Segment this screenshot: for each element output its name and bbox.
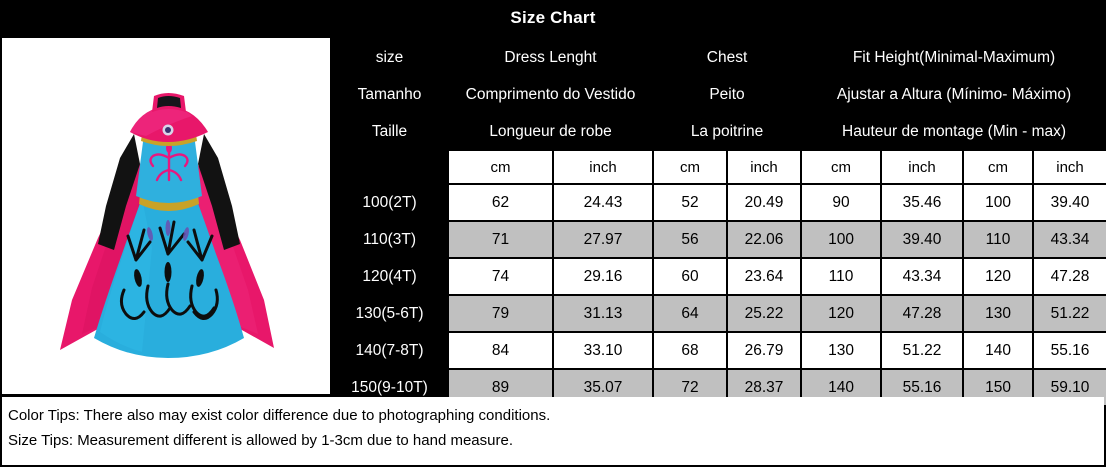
- header-size-fr: Taille: [330, 112, 449, 151]
- header-chest-fr: La poitrine: [652, 112, 803, 151]
- size-table: size Dress Lenght Chest Fit Height(Minim…: [330, 38, 1106, 407]
- cell-fit-max-inch: 43.34: [1032, 220, 1106, 259]
- header-chest-pt: Peito: [652, 75, 803, 114]
- unit-fit-min-inch: inch: [880, 149, 965, 185]
- table-row: 130(5-6T) 79 31.13 64 25.22 120 47.28 13…: [330, 294, 1106, 333]
- sleeve-right: [198, 134, 240, 250]
- cell-fit-min-cm: 130: [800, 331, 883, 370]
- header-chest-en: Chest: [652, 38, 803, 77]
- cell-chest-cm: 60: [652, 257, 729, 296]
- cape-collar-light: [130, 106, 192, 136]
- bodice-embroidery: [149, 148, 189, 182]
- cell-fit-max-cm: 100: [962, 183, 1035, 222]
- header-row-pt: Tamanho Comprimento do Vestido Peito Aju…: [330, 75, 1106, 114]
- cell-dress-length-inch: 33.10: [551, 331, 655, 370]
- cell-fit-max-cm: 120: [962, 257, 1035, 296]
- cell-chest-cm: 52: [652, 183, 729, 222]
- dress-illustration: [2, 38, 330, 394]
- table-row: 110(3T) 71 27.97 56 22.06 100 39.40 110 …: [330, 220, 1106, 259]
- cell-fit-min-inch: 39.40: [880, 220, 965, 259]
- unit-fit-max-cm: cm: [962, 149, 1035, 185]
- cell-fit-min-cm: 110: [800, 257, 883, 296]
- header-row-en: size Dress Lenght Chest Fit Height(Minim…: [330, 38, 1106, 77]
- unit-fit-max-inch: inch: [1032, 149, 1106, 185]
- cell-fit-min-cm: 100: [800, 220, 883, 259]
- header-size-pt: Tamanho: [330, 75, 449, 114]
- skirt-embroidery: [119, 220, 219, 320]
- cell-chest-inch: 25.22: [726, 294, 803, 333]
- cell-chest-cm: 64: [652, 294, 729, 333]
- cell-chest-inch: 26.79: [726, 331, 803, 370]
- cell-chest-inch: 22.06: [726, 220, 803, 259]
- cell-fit-max-cm: 110: [962, 220, 1035, 259]
- header-fit-height-fr: Hauteur de montage (Min - max): [800, 112, 1106, 151]
- header-dress-length-fr: Longueur de robe: [446, 112, 655, 151]
- cell-dress-length-inch: 27.97: [551, 220, 655, 259]
- cell-chest-cm: 56: [652, 220, 729, 259]
- color-tip-text: Color Tips: There also may exist color d…: [8, 407, 551, 424]
- cell-fit-min-inch: 43.34: [880, 257, 965, 296]
- cell-chest-cm: 68: [652, 331, 729, 370]
- cell-fit-min-inch: 35.46: [880, 183, 965, 222]
- cell-fit-max-cm: 140: [962, 331, 1035, 370]
- sleeve-left: [98, 134, 140, 250]
- unit-dress-length-inch: inch: [551, 149, 655, 185]
- unit-fit-min-cm: cm: [800, 149, 883, 185]
- skirt-leaves: [134, 262, 204, 287]
- unit-blank-cell: [330, 149, 449, 185]
- cell-dress-length-inch: 24.43: [551, 183, 655, 222]
- cell-fit-max-inch: 47.28: [1032, 257, 1106, 296]
- header-size-en: size: [330, 38, 449, 77]
- skirt-purple-accents: [147, 220, 189, 241]
- cell-fit-min-inch: 51.22: [880, 331, 965, 370]
- cell-dress-length-cm: 74: [447, 257, 554, 296]
- cell-fit-max-cm: 130: [962, 294, 1035, 333]
- skirt-highlight: [100, 198, 152, 352]
- cell-fit-max-inch: 55.16: [1032, 331, 1106, 370]
- size-tip-text: Size Tips: Measurement different is allo…: [8, 432, 513, 449]
- brooch-stone: [165, 127, 171, 133]
- cell-dress-length-cm: 71: [447, 220, 554, 259]
- cell-dress-length-inch: 31.13: [551, 294, 655, 333]
- title-bar: Size Chart: [0, 0, 1106, 36]
- unit-dress-length-cm: cm: [447, 149, 554, 185]
- header-dress-length-pt: Comprimento do Vestido: [446, 75, 655, 114]
- row-size-label: 100(2T): [330, 183, 449, 222]
- cell-dress-length-cm: 79: [447, 294, 554, 333]
- size-table-container: size Dress Lenght Chest Fit Height(Minim…: [330, 38, 1106, 407]
- cell-dress-length-cm: 62: [447, 183, 554, 222]
- cell-fit-max-inch: 51.22: [1032, 294, 1106, 333]
- row-size-label: 120(4T): [330, 257, 449, 296]
- unit-row: cm inch cm inch cm inch cm inch: [330, 149, 1106, 185]
- header-row-fr: Taille Longueur de robe La poitrine Haut…: [330, 112, 1106, 151]
- cell-dress-length-inch: 29.16: [551, 257, 655, 296]
- cell-fit-max-inch: 39.40: [1032, 183, 1106, 222]
- cell-dress-length-cm: 84: [447, 331, 554, 370]
- cell-fit-min-cm: 90: [800, 183, 883, 222]
- header-dress-length-en: Dress Lenght: [446, 38, 655, 77]
- row-size-label: 110(3T): [330, 220, 449, 259]
- row-size-label: 140(7-8T): [330, 331, 449, 370]
- page-title: Size Chart: [510, 8, 596, 27]
- tips-panel: Color Tips: There also may exist color d…: [2, 397, 1104, 465]
- header-fit-height-en: Fit Height(Minimal-Maximum): [800, 38, 1106, 77]
- table-row: 140(7-8T) 84 33.10 68 26.79 130 51.22 14…: [330, 331, 1106, 370]
- header-fit-height-pt: Ajustar a Altura (Mínimo- Máximo): [800, 75, 1106, 114]
- unit-chest-cm: cm: [652, 149, 729, 185]
- cell-chest-inch: 23.64: [726, 257, 803, 296]
- cell-fit-min-inch: 47.28: [880, 294, 965, 333]
- collar-inner: [157, 96, 181, 108]
- table-row: 100(2T) 62 24.43 52 20.49 90 35.46 100 3…: [330, 183, 1106, 222]
- cell-chest-inch: 20.49: [726, 183, 803, 222]
- product-image: [2, 38, 330, 394]
- table-row: 120(4T) 74 29.16 60 23.64 110 43.34 120 …: [330, 257, 1106, 296]
- cell-fit-min-cm: 120: [800, 294, 883, 333]
- row-size-label: 130(5-6T): [330, 294, 449, 333]
- unit-chest-inch: inch: [726, 149, 803, 185]
